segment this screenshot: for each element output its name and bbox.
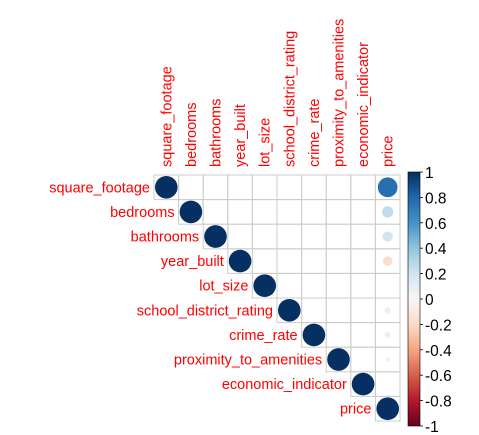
grid-cell [276,199,303,225]
column-labels: square_footage bedrooms bathrooms year_buil… [159,19,396,167]
grid-cell [276,248,303,274]
grid-cell [325,174,352,201]
grid-cell [202,199,229,225]
correlation-circle-square_footage-price [377,177,398,198]
grid-cell [350,223,376,250]
grid-cell [325,199,352,225]
colorbar-tick-label: 0.6 [425,216,447,233]
grid-cell [301,297,327,324]
correlation-circle-bathrooms-bathrooms [204,225,227,248]
grid-cell [227,199,253,225]
grid-cell [325,248,352,274]
correlation-circle-year_built-price [382,256,393,266]
row-labels: square_footage bedrooms bathrooms year_buil… [49,180,371,417]
grid-cell [350,297,376,324]
correlation-circle-crime_rate-crime_rate [302,323,326,347]
colorbar-tick-label: 0.8 [425,190,447,207]
row-label-school_district_rating: school_district_rating [137,303,273,319]
column-label-economic_indicator: economic_indicator [356,42,372,167]
grid-cell [350,322,376,348]
correlation-circle-proximity_to_amenities-proximity_to_amenities [327,348,350,371]
colorbar-tick-label: 0.4 [425,241,447,258]
grid-cell [374,272,401,299]
column-label-bedrooms: bedrooms [184,103,200,167]
grid-cell [276,174,303,201]
column-label-school_district_rating: school_district_rating [282,31,298,167]
grid-cell [350,174,376,201]
grid-cell [350,199,376,225]
correlation-circle-school_district_rating-school_district_rating [277,298,301,322]
grid-cell [301,272,327,299]
colorbar: 1 0.8 0.6 0.4 0.2 0 -0.2 -0.4 -0.6 -0.8 -1 [407,165,452,435]
correlation-circle-square_footage-square_footage [154,175,178,199]
row-label-year_built: year_built [161,254,224,270]
correlation-circle-bedrooms-bedrooms [179,200,203,224]
row-label-price: price [340,402,371,418]
colorbar-tick-label: -0.2 [425,317,452,334]
grid-cell [178,174,204,201]
colorbar-tick-label: -0.8 [425,394,452,411]
grid-cell [301,248,327,274]
correlation-circle-price-price [376,397,400,421]
column-label-bathrooms: bathrooms [209,98,225,167]
column-label-year_built: year_built [233,104,249,167]
row-label-lot_size: lot_size [199,279,248,295]
grid [153,174,401,422]
row-label-proximity_to_amenities: proximity_to_amenities [174,353,322,369]
grid-cell [350,346,376,373]
column-label-lot_size: lot_size [258,118,274,167]
grid-cell [276,223,303,250]
correlation-circle-year_built-year_built [228,249,252,273]
grid-cell [251,223,278,250]
grid-cell [374,395,401,422]
correlation-circle-proximity_to_amenities-price [385,357,390,362]
colorbar-tick-label: 0.2 [425,267,447,284]
grid-cell [301,199,327,225]
column-label-proximity_to_amenities: proximity_to_amenities [332,19,348,167]
grid-cell [301,223,327,250]
column-label-crime_rate: crime_rate [307,99,323,168]
row-label-bathrooms: bathrooms [131,230,200,246]
grid-cell [325,272,352,299]
column-label-price: price [381,136,397,167]
correlation-circle-crime_rate-price [384,331,391,338]
colorbar-gradient [407,171,421,427]
grid-cell [251,248,278,274]
grid-cell [325,297,352,324]
colorbar-tick-label: -0.6 [425,368,452,385]
correlation-circle-bathrooms-price [382,231,393,242]
grid-cell [227,223,253,250]
row-label-crime_rate: crime_rate [229,328,298,344]
column-label-square_footage: square_footage [159,66,175,167]
grid-cell [276,272,303,299]
grid-cell [325,223,352,250]
correlation-circles [154,175,400,421]
colorbar-tick-label: -0.4 [425,343,452,360]
row-label-bedrooms: bedrooms [110,205,174,221]
grid-cell [202,174,229,201]
grid-cell [227,174,253,201]
colorbar-tick-label: 0 [425,292,434,309]
correlation-circle-economic_indicator-economic_indicator [351,372,375,396]
grid-cell [251,199,278,225]
grid-cell [301,174,327,201]
correlation-circle-lot_size-lot_size [253,274,277,298]
colorbar-tick-label: 1 [425,165,434,182]
grid-cell [325,322,352,348]
row-label-economic_indicator: economic_indicator [222,377,347,393]
grid-cell [350,272,376,299]
grid-cell [374,371,401,397]
grid-cell [350,248,376,274]
grid-cell [251,174,278,201]
colorbar-tick-label: -1 [425,419,439,435]
correlation-circle-bedrooms-price [382,206,394,218]
correlation-circle-school_district_rating-price [384,307,391,314]
row-label-square_footage: square_footage [49,180,150,196]
